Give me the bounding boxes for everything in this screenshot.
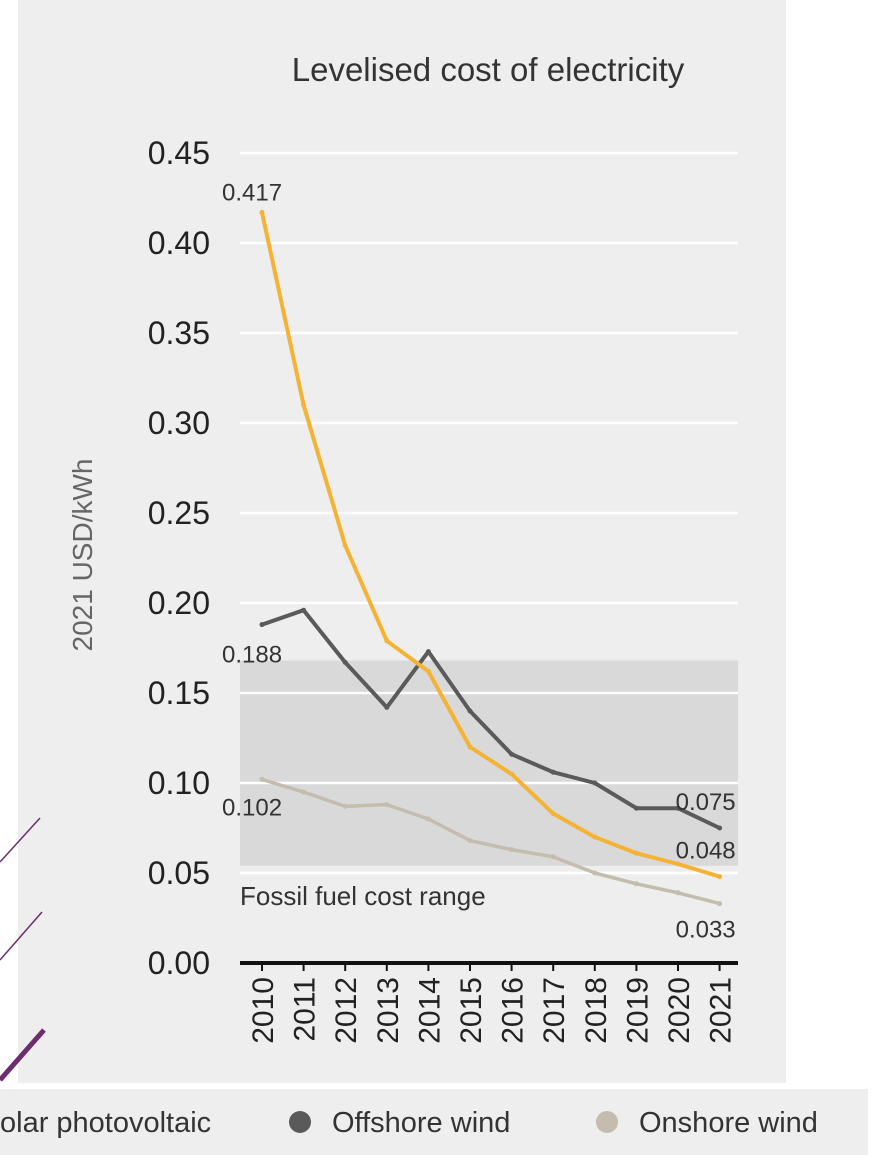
- data-point: [425, 668, 431, 674]
- data-point: [301, 789, 307, 795]
- data-point: [550, 811, 556, 817]
- y-tick-label: 0.35: [148, 315, 210, 351]
- data-point: [509, 847, 515, 853]
- x-tick-label: 2019: [621, 977, 654, 1044]
- x-tick-label: 2012: [330, 977, 363, 1044]
- series-line-2: [261, 777, 721, 906]
- y-tick-label: 0.05: [148, 855, 210, 891]
- data-label: 0.033: [676, 917, 736, 944]
- y-tick-label: 0.40: [148, 225, 210, 261]
- data-point: [467, 708, 473, 714]
- data-point: [509, 751, 515, 757]
- data-point: [301, 607, 307, 613]
- data-point: [717, 901, 723, 907]
- data-point: [342, 659, 348, 665]
- data-label: 0.048: [676, 838, 736, 865]
- fossil-fuel-band: [240, 660, 738, 866]
- gridlines: [240, 151, 738, 875]
- data-point: [467, 744, 473, 750]
- data-point: [550, 854, 556, 860]
- data-point: [259, 622, 265, 628]
- data-point: [717, 825, 723, 831]
- data-label: 0.188: [222, 642, 282, 669]
- decorative-line-1: [0, 817, 41, 863]
- data-point: [384, 638, 390, 644]
- data-label: 0.417: [222, 179, 282, 206]
- legend-swatch: [596, 1111, 618, 1133]
- data-point: [550, 769, 556, 775]
- x-tick-label: 2014: [413, 977, 446, 1044]
- data-point: [467, 838, 473, 844]
- x-tick-label: 2017: [538, 977, 571, 1044]
- data-point: [592, 870, 598, 876]
- data-labels: 0.417 0.188 0.102 0.075 0.048 0.033: [222, 179, 736, 943]
- legend-entry-label: olar photovoltaic: [0, 1107, 211, 1139]
- series-line-1: [261, 608, 721, 830]
- legend-swatch: [289, 1111, 311, 1133]
- data-label: 0.075: [676, 789, 736, 816]
- y-tick-label: 0.45: [148, 135, 210, 171]
- data-label: 0.102: [222, 794, 282, 821]
- y-tick-label: 0.00: [148, 945, 210, 981]
- data-point: [259, 209, 265, 215]
- data-point: [592, 834, 598, 840]
- chart-title: Levelised cost of electricity: [292, 51, 685, 88]
- x-tick-label: 2010: [247, 977, 280, 1044]
- fossil-fuel-band-layer: Fossil fuel cost range: [240, 660, 738, 911]
- data-point: [675, 890, 681, 896]
- legend-entry-label: Onshore wind: [639, 1107, 818, 1139]
- data-point: [633, 850, 639, 856]
- series-line-0: [260, 211, 721, 879]
- x-tick-label: 2016: [497, 977, 530, 1044]
- data-point: [342, 542, 348, 548]
- y-tick-label: 0.25: [148, 495, 210, 531]
- decorative-line-3: [0, 1028, 46, 1082]
- data-point: [509, 771, 515, 777]
- data-point: [633, 881, 639, 887]
- x-tick-label: 2011: [289, 977, 322, 1042]
- x-tick-label: 2020: [663, 977, 696, 1044]
- data-point: [384, 802, 390, 808]
- y-tick-label: 0.20: [148, 585, 210, 621]
- legend-entry-label: Offshore wind: [332, 1107, 510, 1139]
- data-point: [301, 402, 307, 408]
- series-lines: [259, 209, 723, 907]
- y-tick-label: 0.15: [148, 675, 210, 711]
- data-point: [259, 776, 265, 782]
- chart-panel: [18, 0, 786, 1083]
- decorative-line-2: [0, 911, 43, 961]
- legend-bar: [0, 1089, 868, 1155]
- data-point: [633, 805, 639, 811]
- x-tick-label: 2021: [705, 977, 738, 1044]
- data-point: [717, 874, 723, 880]
- x-tick-label: 2013: [372, 977, 405, 1044]
- data-point: [592, 780, 598, 786]
- data-point: [342, 803, 348, 809]
- x-tick-label: 2018: [580, 977, 613, 1044]
- data-point: [425, 649, 431, 655]
- legend: olar photovoltaic Offshore wind Onshore wi…: [0, 1107, 818, 1139]
- y-axis-label: 2021 USD/kWh: [67, 459, 98, 652]
- data-point: [384, 704, 390, 710]
- data-point: [675, 805, 681, 811]
- axes: 0.00 0.05 0.10 0.15 0.20 0.25 0.30 0.35 0.40 0.45…: [148, 135, 738, 1044]
- data-point: [675, 861, 681, 867]
- y-tick-label: 0.10: [148, 765, 210, 801]
- y-tick-label: 0.30: [148, 405, 210, 441]
- data-point: [425, 816, 431, 822]
- fossil-fuel-band-label: Fossil fuel cost range: [240, 881, 486, 911]
- x-tick-label: 2015: [455, 977, 488, 1044]
- decorative-lines: [0, 817, 46, 1082]
